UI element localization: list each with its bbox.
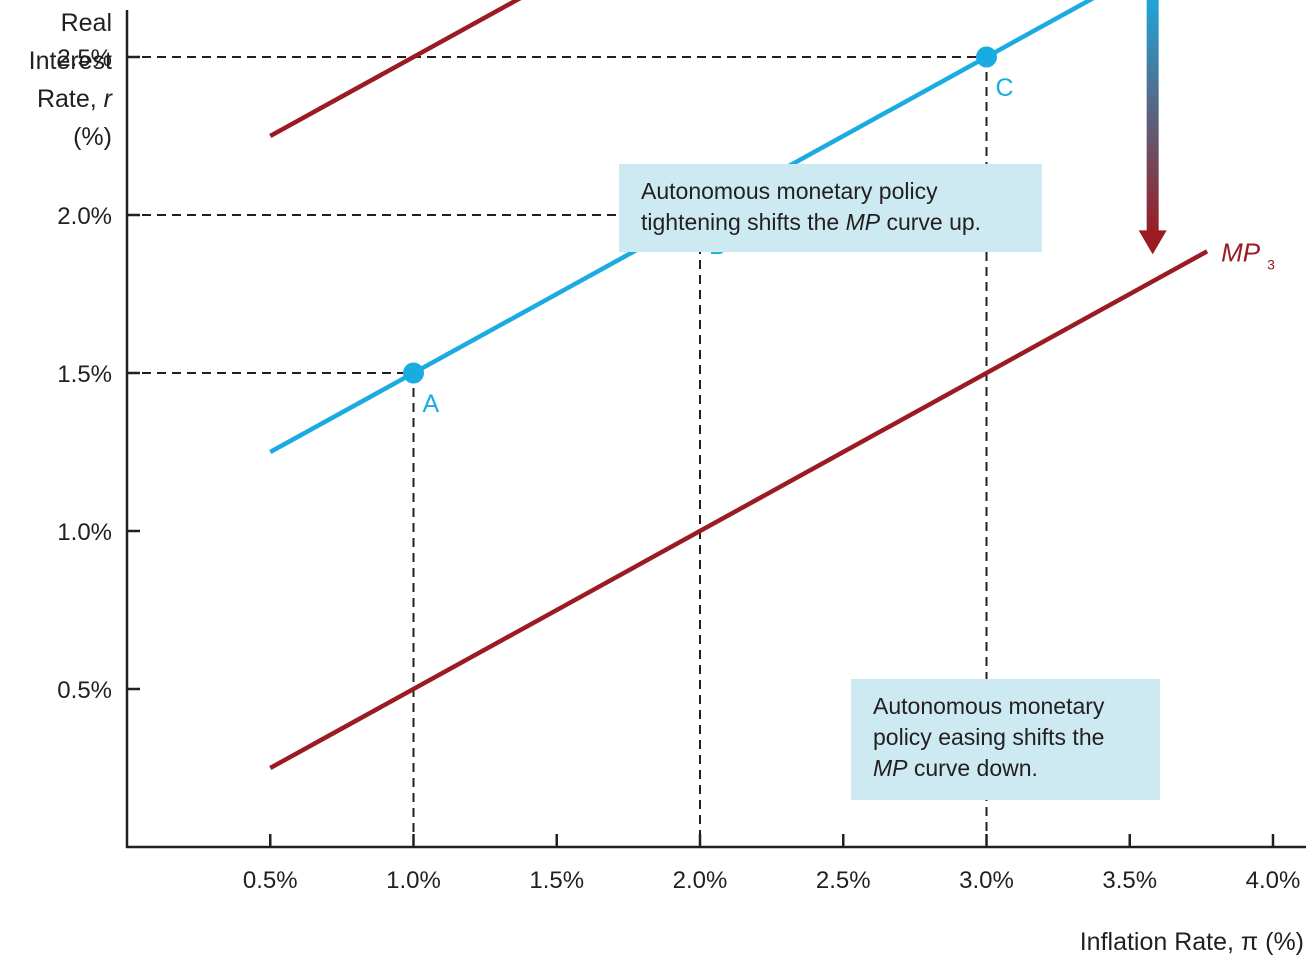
y-tick-label: 1.5%	[57, 361, 112, 388]
callout-mp: MP	[845, 209, 881, 235]
shift-down-arrow-shaft	[1146, 0, 1159, 237]
mp2-line	[269, 0, 522, 138]
x-axis-label: Inflation Rate, π (%)	[1079, 928, 1304, 956]
y-axis-label: Real Interest Rate, r (%)	[0, 4, 112, 156]
point-a	[403, 362, 424, 384]
y-axis-label-line: Rate, r	[0, 80, 112, 118]
x-tick-label: 3.0%	[959, 867, 1014, 894]
mp3-line	[269, 249, 1209, 770]
callout-mp: MP	[873, 755, 908, 781]
x-tick-label: 2.0%	[673, 867, 728, 894]
x-tick-label: 2.5%	[816, 867, 871, 894]
y-axis-label-line: Interest	[28, 47, 112, 75]
x-tick-label: 1.5%	[529, 867, 584, 894]
y-axis-label-line: (%)	[73, 123, 112, 151]
callout-line: Autonomous monetary	[873, 693, 1105, 719]
point-label-a: A	[423, 390, 440, 418]
mp3-label: MP	[1221, 237, 1261, 267]
y-tick-label: 1.0%	[57, 519, 112, 546]
y-tick-label: 2.5%	[57, 45, 112, 72]
x-tick-label: 0.5%	[243, 867, 298, 894]
tick-marks	[127, 55, 1275, 847]
point-c	[976, 46, 997, 68]
mp3-label-subscript: 3	[1267, 256, 1275, 272]
callout-line: policy easing shifts the	[873, 724, 1105, 750]
callout-text: curve down.	[907, 755, 1038, 781]
y-axis-label-line: Real	[60, 9, 112, 37]
y-tick-label: 0.5%	[57, 677, 112, 704]
callout-text: curve up.	[880, 209, 982, 235]
axes	[125, 10, 1306, 849]
shift-arrows	[1138, 0, 1167, 255]
series-lines: MP2MP1MP3	[269, 0, 1275, 770]
tightening-callout: Autonomous monetary policy tightening sh…	[619, 164, 1042, 252]
easing-callout: Autonomous monetary policy easing shifts…	[851, 679, 1160, 800]
point-label-c: C	[996, 74, 1014, 102]
shift-down-arrow-head	[1138, 230, 1167, 255]
y-tick-label: 2.0%	[57, 203, 112, 230]
callout-line: MP curve down.	[873, 753, 1140, 784]
callout-line: Autonomous monetary policy	[641, 178, 938, 204]
callout-line: tightening shifts the MP curve up.	[641, 207, 1022, 238]
callout-text: tightening shifts the	[641, 209, 846, 235]
y-axis-label-rate: Rate, r	[36, 85, 112, 113]
x-tick-label: 3.5%	[1102, 867, 1157, 894]
x-tick-label: 1.0%	[386, 867, 441, 894]
tick-labels: 0.5% 1.0% 1.5% 2.0% 2.5% 3.0% 3.5% 4.0% 0.5% 1.0%…	[57, 45, 1301, 894]
x-tick-label: 4.0%	[1246, 867, 1301, 894]
